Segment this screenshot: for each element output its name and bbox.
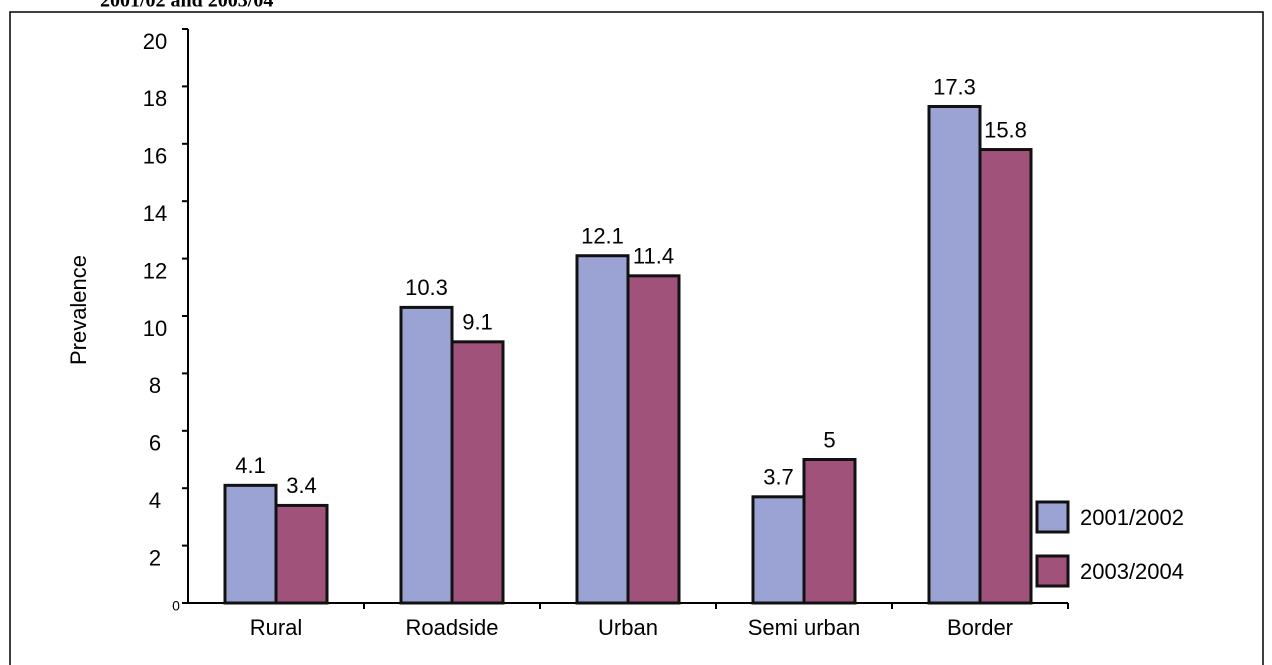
frame (9, 11, 1264, 665)
legend-label: 2003/2004 (1080, 559, 1184, 584)
y-tick-label: 18 (143, 86, 167, 111)
x-tick-label: Urban (598, 615, 658, 640)
y-tick-label: 16 (143, 144, 167, 169)
data-label: 3.7 (763, 465, 794, 490)
x-tick-label: Border (947, 615, 1013, 640)
bar (450, 340, 505, 605)
data-label: 5 (823, 427, 835, 452)
caption: 2001/02 and 2003/04 (100, 0, 273, 12)
bar (274, 503, 329, 605)
bar (626, 274, 681, 605)
y-tick-label: 10 (143, 316, 167, 341)
bar (751, 495, 806, 605)
bar (399, 305, 454, 605)
data-label: 10.3 (405, 275, 448, 300)
y-tick-label: 20 (143, 29, 167, 54)
bar (575, 254, 630, 605)
y-tick-label: 4 (149, 488, 161, 513)
data-label: 11.4 (633, 244, 674, 269)
y-tick-label: 6 (149, 431, 161, 456)
y-tick-label: 14 (143, 201, 167, 226)
legend-swatch (1035, 554, 1070, 588)
y-tick-label: 0 (172, 598, 180, 614)
y-axis-title: Prevalence (66, 255, 91, 365)
x-tick-label: Semi urban (748, 615, 861, 640)
y-tick-label: 2 (149, 545, 161, 570)
y-tick-label: 8 (149, 373, 161, 398)
data-label: 17.3 (933, 74, 976, 99)
data-label: 4.1 (235, 453, 266, 478)
legend-swatch (1035, 500, 1070, 534)
legend-label: 2001/2002 (1080, 505, 1184, 530)
bar (978, 148, 1033, 605)
x-tick-label: Rural (250, 615, 303, 640)
bar (802, 458, 857, 605)
data-label: 3.4 (286, 473, 317, 498)
data-label: 9.1 (462, 310, 493, 335)
bar (223, 483, 278, 605)
y-tick-label: 12 (143, 258, 167, 283)
data-label: 15.8 (984, 117, 1027, 142)
bar (927, 104, 982, 605)
data-label: 12.1 (581, 224, 624, 249)
x-tick-label: Roadside (406, 615, 499, 640)
